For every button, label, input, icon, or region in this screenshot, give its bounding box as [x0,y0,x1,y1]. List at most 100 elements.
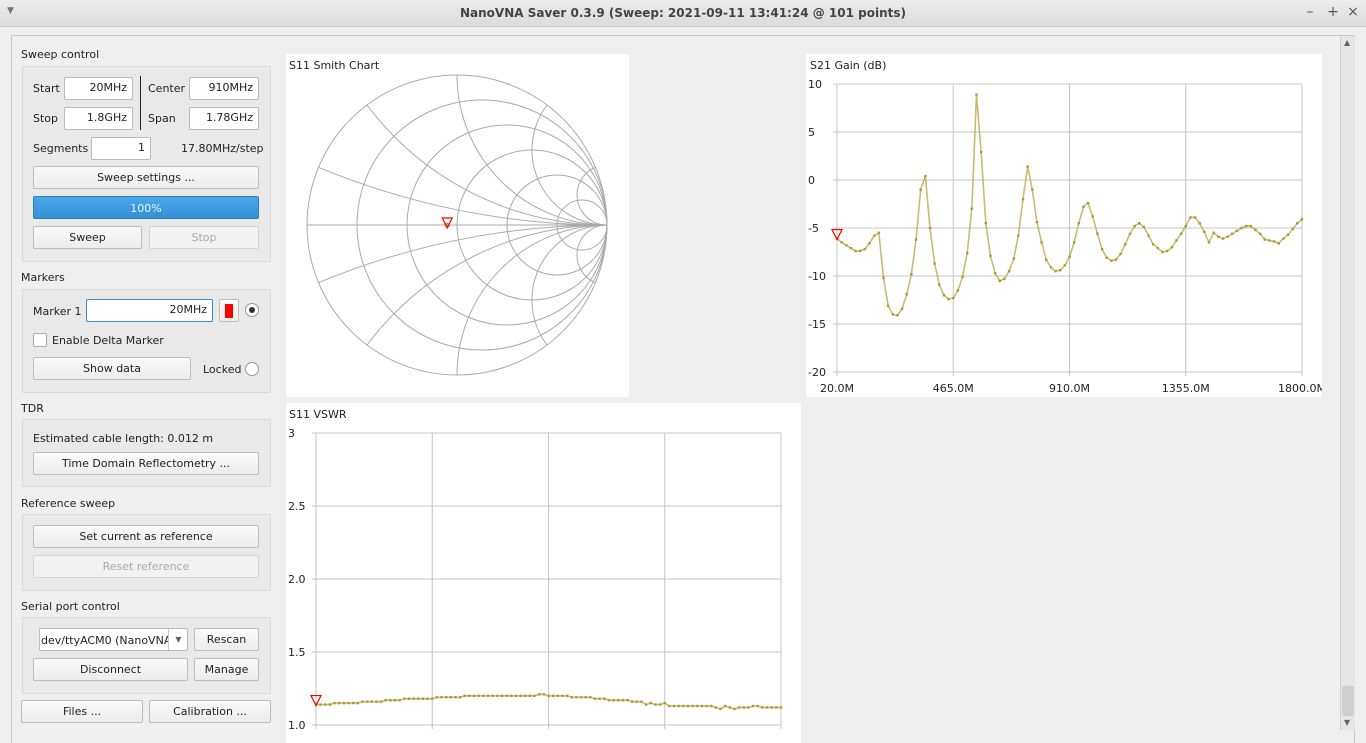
data-point [868,242,871,245]
serial-port-select[interactable]: dev/ttyACM0 (NanoVNA) ▼ [39,628,188,651]
data-point [486,694,490,697]
data-point [352,701,355,705]
data-point [737,706,741,709]
data-point [1077,222,1080,225]
data-point [1277,242,1280,245]
segments-label: Segments [33,142,89,155]
marker-active-radio[interactable] [245,303,259,317]
data-point [468,694,471,697]
data-point [1128,232,1132,235]
window-menu-icon[interactable]: ▼ [7,6,14,16]
data-point [1286,233,1290,236]
data-point [347,701,350,705]
sweep-button[interactable]: Sweep [33,226,142,249]
delta-marker-checkbox[interactable] [33,333,47,347]
data-point [1272,240,1276,243]
data-point [910,272,913,276]
data-point [365,700,369,703]
data-point [840,241,843,244]
x-tick-label: 1800.0M [1278,382,1322,395]
data-point [724,704,727,708]
scroll-down-icon[interactable]: ▼ [1344,718,1351,727]
start-input[interactable]: 20MHz [64,77,133,100]
y-tick-label: -10 [808,270,826,283]
data-point [561,694,564,697]
data-point [756,704,759,708]
data-point [947,297,950,301]
data-point [1217,235,1220,238]
data-point [1156,246,1160,250]
stop-input[interactable]: 1.8GHz [64,107,133,130]
data-point [1054,270,1057,273]
center-input[interactable]: 910MHz [189,77,259,100]
locked-radio[interactable] [245,362,259,376]
maximize-button[interactable]: + [1327,4,1339,20]
sweep-progress-bar: 100% [33,196,259,219]
chevron-down-icon[interactable]: ▼ [168,629,187,650]
span-input[interactable]: 1.78GHz [189,107,259,130]
tdr-button[interactable]: Time Domain Reflectometry ... [33,452,259,475]
data-point [1012,257,1015,260]
data-point [1179,232,1183,235]
manage-button[interactable]: Manage [194,658,259,681]
data-point [1221,237,1225,240]
data-point [984,222,987,225]
data-point [1068,255,1071,258]
data-point [705,704,708,708]
y-tick-label: -15 [808,318,826,331]
data-point [775,706,778,709]
data-point [565,694,569,697]
data-point [696,704,699,708]
data-point [575,696,578,699]
data-point [928,226,932,230]
y-tick-label: 1.5 [288,646,306,659]
minimize-button[interactable]: – [1306,4,1314,20]
rescan-button[interactable]: Rescan [194,628,259,651]
data-point [584,696,587,699]
marker-color-button[interactable] [219,299,239,322]
data-point [654,703,657,706]
reactance-arc [318,224,608,284]
data-point [1063,264,1067,267]
marker-1-icon [441,217,454,230]
data-point [1045,258,1048,261]
serial-port-value: dev/ttyACM0 (NanoVNA) [41,634,176,647]
segments-input[interactable]: 1 [91,137,151,160]
data-point [393,698,397,702]
disconnect-button[interactable]: Disconnect [33,658,188,681]
sweep-settings-button[interactable]: Sweep settings ... [33,166,259,189]
scrollbar-thumb[interactable] [1342,686,1354,716]
data-point [482,694,485,697]
data-point [1082,205,1085,209]
data-point [1231,232,1234,235]
smith-chart-title: S11 Smith Chart [289,59,380,72]
data-point [1198,222,1201,225]
data-point [551,694,555,697]
scroll-up-icon[interactable]: ▲ [1344,38,1351,47]
data-point [765,706,769,709]
data-point [1110,259,1113,262]
data-point [328,703,332,706]
stop-button[interactable]: Stop [149,226,259,249]
data-point [1119,252,1122,256]
data-point [435,696,439,699]
reset-reference-button[interactable]: Reset reference [33,555,259,578]
data-point [677,704,680,708]
data-point [993,271,997,275]
show-data-button[interactable]: Show data [33,357,191,380]
data-point [1091,215,1094,218]
calibration-button[interactable]: Calibration ... [149,700,271,723]
data-point [398,698,401,702]
data-point [496,694,499,697]
data-point [1296,222,1299,225]
close-button[interactable]: × [1347,4,1359,20]
data-point [686,704,690,708]
data-point [919,188,922,191]
files-button[interactable]: Files ... [21,700,143,723]
marker-1-frequency-input[interactable]: 20MHz [86,299,213,322]
vertical-scrollbar[interactable]: ▲ ▼ [1340,36,1355,730]
set-reference-button[interactable]: Set current as reference [33,525,259,548]
data-point [621,698,625,702]
data-point [491,694,494,697]
data-point [644,703,648,706]
